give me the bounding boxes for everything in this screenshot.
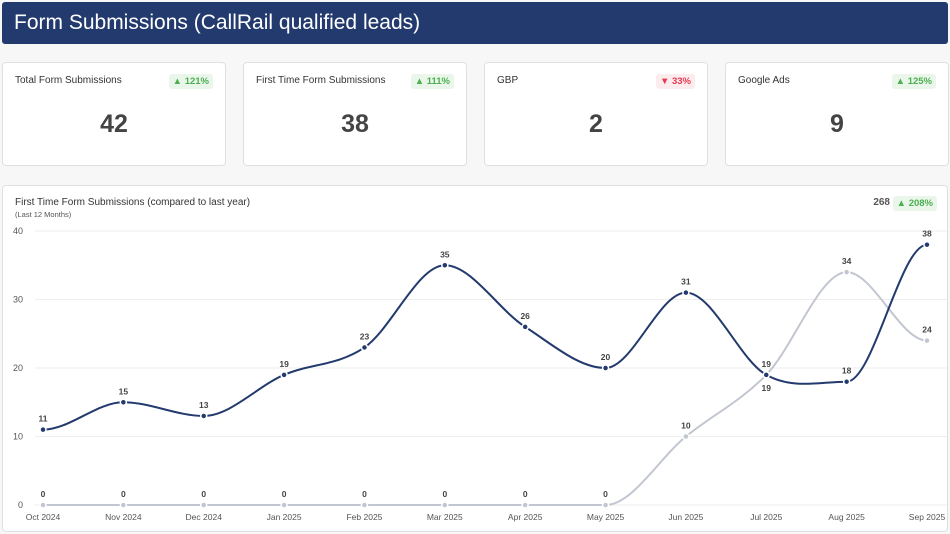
chart-title: First Time Form Submissions (compared to… (15, 197, 251, 208)
x-tick-label: May 2025 (587, 512, 625, 522)
data-point (601, 501, 610, 509)
card-title: Google Ads (738, 75, 790, 86)
data-point (923, 240, 931, 249)
data-label: 0 (362, 489, 367, 499)
data-label: 19 (762, 383, 772, 393)
x-tick-label: Nov 2024 (105, 512, 142, 522)
data-label: 35 (440, 249, 450, 259)
x-tick-label: Jan 2025 (267, 512, 302, 522)
data-point (360, 501, 369, 509)
change-badge: ▲ 111% (410, 74, 454, 89)
chart-total: 268 (873, 197, 890, 208)
data-label: 0 (201, 489, 206, 499)
card-first-time-form-submissions: First Time Form Submissions ▲ 111% 38 (243, 62, 467, 166)
data-point (842, 377, 851, 386)
data-point (119, 501, 128, 509)
y-tick-label: 30 (13, 295, 23, 305)
data-label: 19 (279, 359, 289, 369)
data-label: 0 (442, 489, 447, 499)
data-label: 11 (39, 414, 48, 424)
data-point (762, 371, 771, 379)
card-google-ads: Google Ads ▲ 125% 9 (725, 62, 949, 166)
data-point (521, 501, 529, 509)
y-tick-label: 20 (13, 363, 23, 373)
card-title: GBP (497, 75, 519, 86)
card-title: First Time Form Submissions (256, 75, 386, 86)
data-point (441, 261, 449, 269)
data-label: 38 (922, 229, 932, 239)
data-label: 15 (119, 386, 129, 396)
chart-panel: First Time Form Submissions (compared to… (2, 185, 948, 532)
x-tick-label: Mar 2025 (427, 512, 463, 522)
y-tick-label: 0 (18, 500, 23, 510)
data-point (521, 323, 529, 331)
change-badge: ▲ 121% (168, 74, 213, 89)
change-badge: ▼ 33% (655, 74, 695, 89)
card-total-form-submissions: Total Form Submissions ▲ 121% 42 (2, 62, 226, 166)
data-label: 0 (282, 489, 287, 499)
data-point (441, 501, 449, 509)
data-point (199, 501, 208, 509)
data-point (682, 288, 690, 297)
series-line (42, 243, 928, 431)
page-title: Form Submissions (CallRail qualified lea… (14, 11, 421, 34)
change-badge: ▲ 125% (891, 74, 936, 89)
data-label: 18 (842, 366, 852, 376)
data-point (199, 412, 208, 420)
x-tick-label: Jul 2025 (750, 512, 782, 522)
card-title: Total Form Submissions (15, 75, 122, 86)
x-tick-label: Apr 2025 (508, 512, 543, 522)
x-tick-label: Oct 2024 (26, 512, 61, 522)
data-point (280, 371, 288, 379)
y-tick-label: 10 (13, 432, 23, 442)
chart-subtitle: (Last 12 Months) (15, 210, 72, 219)
data-label: 24 (922, 325, 932, 335)
card-value: 38 (341, 110, 369, 138)
data-label: 0 (41, 489, 46, 499)
card-gbp: GBP ▼ 33% 2 (484, 62, 708, 166)
x-tick-label: Feb 2025 (346, 512, 382, 522)
data-label: 19 (762, 359, 772, 369)
data-label: 0 (121, 489, 126, 499)
data-label: 23 (360, 331, 370, 341)
x-tick-label: Aug 2025 (828, 512, 865, 522)
data-label: 13 (199, 400, 209, 410)
series-line (42, 271, 928, 507)
data-point (119, 398, 128, 406)
data-label: 34 (842, 256, 852, 266)
y-tick-label: 40 (13, 226, 23, 236)
page-header: Form Submissions (CallRail qualified lea… (2, 2, 948, 44)
data-point (682, 432, 690, 441)
data-point (360, 343, 369, 352)
card-value: 42 (100, 110, 128, 138)
x-tick-label: Dec 2024 (186, 512, 223, 522)
data-label: 31 (681, 277, 691, 287)
data-point (923, 336, 931, 345)
card-value: 9 (830, 110, 844, 138)
data-label: 0 (603, 489, 608, 499)
change-badge: ▲ 208% (892, 196, 937, 211)
x-tick-label: Sep 2025 (909, 512, 946, 522)
data-label: 0 (523, 489, 528, 499)
card-value: 2 (589, 110, 603, 138)
data-label: 20 (601, 352, 611, 362)
x-tick-label: Jun 2025 (668, 512, 703, 522)
data-point (39, 501, 47, 509)
data-point (39, 425, 47, 434)
data-label: 26 (520, 311, 530, 321)
data-label: 10 (681, 421, 691, 431)
data-point (601, 364, 610, 372)
data-point (280, 501, 288, 509)
line-chart: 0 10 20 30 40 Oct 2024 Nov 2024 Dec 2024 Jan 202… (13, 226, 947, 522)
data-point (842, 268, 851, 276)
